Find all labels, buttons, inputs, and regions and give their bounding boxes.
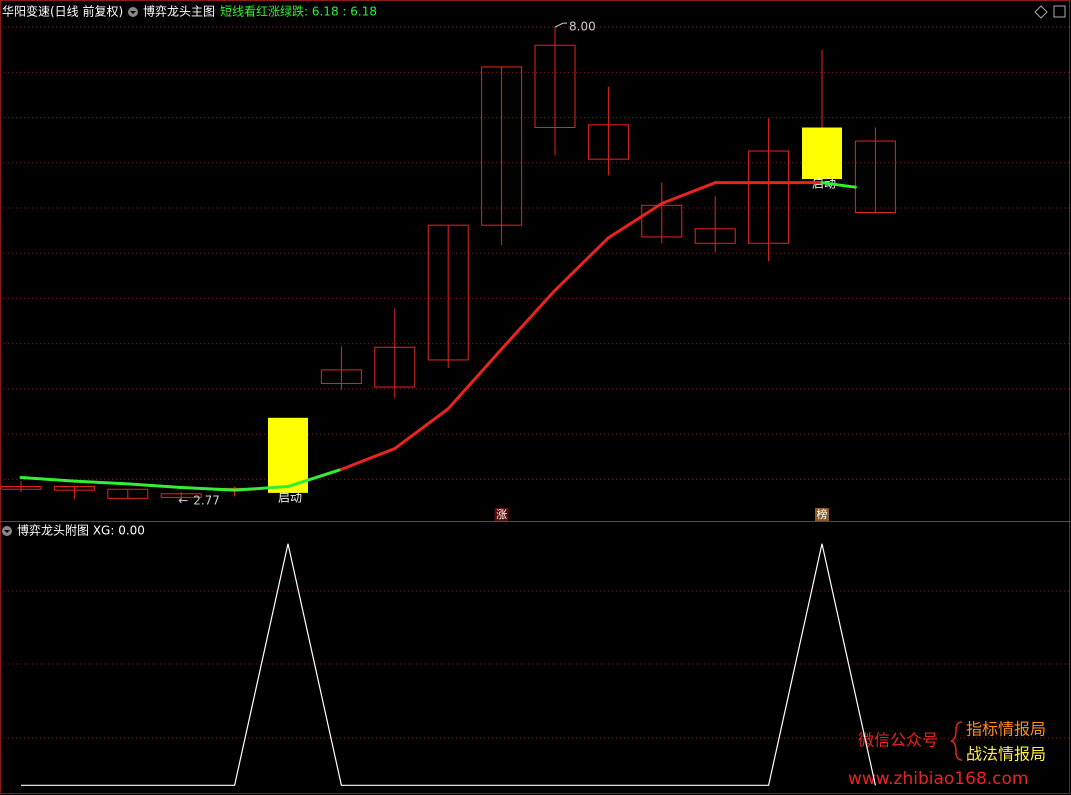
marker-box	[815, 508, 829, 521]
trend-segment	[393, 407, 450, 451]
menu-arrow	[130, 11, 136, 14]
watermark-label: 微信公众号	[858, 731, 938, 750]
candle-body	[694, 228, 736, 244]
sub-menu-arrow	[4, 530, 10, 533]
trend-segment	[233, 485, 290, 492]
marker-box	[494, 508, 509, 521]
trend-segment	[126, 482, 183, 489]
watermark: 微信公众号 指标情报局 战法情报局 www.zhibiao168.com	[848, 720, 1046, 790]
candle-body	[320, 369, 362, 384]
diamond-icon[interactable]	[1034, 5, 1048, 19]
trend-segment	[500, 288, 557, 351]
candle-body	[481, 66, 523, 226]
signal-label: 启动	[278, 490, 302, 504]
watermark-line2: 战法情报局	[966, 745, 1046, 764]
watermark-url: www.zhibiao168.com	[848, 769, 1028, 789]
layout-icon[interactable]	[1053, 5, 1066, 18]
trend-segment	[19, 475, 76, 483]
low-label: 2.77	[193, 494, 220, 508]
main-subtitle: 博弈龙头主图	[143, 4, 215, 19]
high-label: 8.00	[569, 20, 596, 34]
label-arrow	[554, 22, 567, 28]
brace	[950, 721, 963, 761]
bottom-marker: 榜	[817, 507, 828, 521]
trend-segment	[339, 447, 397, 471]
signal-body	[802, 127, 842, 180]
trend-segment	[606, 201, 664, 240]
candle-body	[587, 124, 629, 160]
trend-segment	[553, 236, 610, 292]
trend-segment	[179, 485, 237, 492]
trend-segment	[72, 479, 130, 486]
legend-text: 短线看红涨绿跌: 6.18 : 6.18	[220, 4, 377, 19]
main-title: 华阳变速(日线 前复权)	[2, 4, 123, 19]
bottom-marker: 涨	[496, 508, 507, 521]
sub-title: 博弈龙头附图 XG: 0.00	[17, 523, 145, 538]
xg-line	[21, 543, 876, 786]
trend-segment	[820, 181, 857, 189]
candle-body	[107, 488, 149, 499]
watermark-line1: 指标情报局	[966, 720, 1046, 739]
candle-body	[0, 486, 42, 490]
trend-segment	[660, 181, 717, 205]
signal-body	[268, 417, 308, 493]
candle-body	[427, 224, 469, 361]
candle-body	[641, 204, 683, 238]
candle-body	[534, 44, 576, 129]
candle-body	[53, 486, 95, 491]
trend-segment	[446, 347, 504, 411]
candle-body	[374, 346, 416, 388]
candle-body	[160, 493, 202, 498]
header: 华阳变速(日线 前复权) 博弈龙头主图 短线看红涨绿跌: 6.18 : 6.18…	[2, 4, 1066, 538]
arrow-glyph: ←	[178, 494, 188, 508]
candle-body	[854, 140, 896, 214]
candle-body	[748, 150, 790, 244]
trend-segment	[286, 467, 343, 489]
